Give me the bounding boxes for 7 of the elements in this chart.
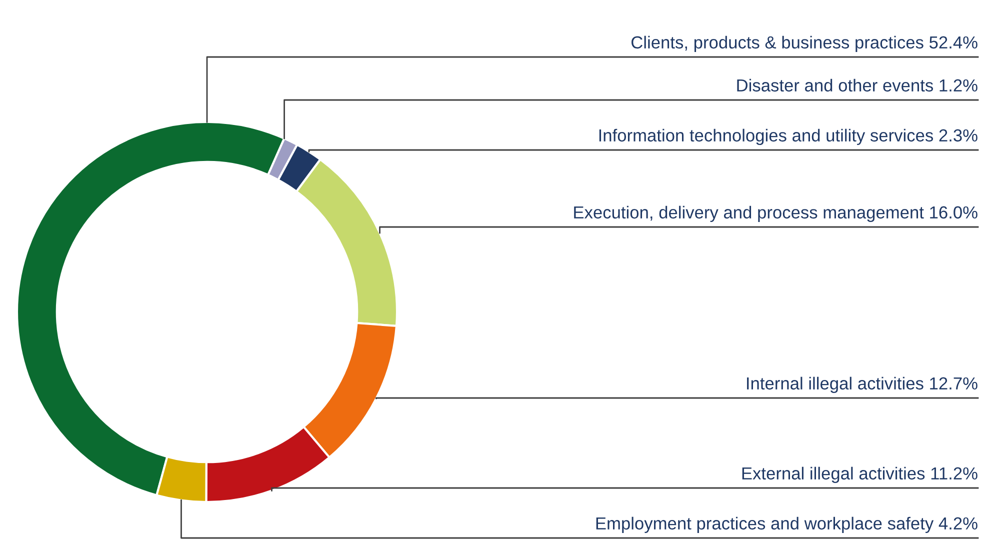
slice-label: Disaster and other events 1.2%: [737, 78, 978, 92]
slice-label: External illegal activities 11.2%: [742, 466, 978, 483]
slice-label: Clients, products & business practices 52.4%: [632, 36, 978, 52]
slice-label: Execution, delivery and process management 16.0%: [574, 206, 978, 222]
slice-label: Employment practices and workplace safety 4.2%: [596, 516, 978, 533]
slice-label: Internal illegal activities 12.7%: [747, 376, 978, 393]
slice-label: Information technologies and utility services 2.3%: [599, 128, 978, 145]
